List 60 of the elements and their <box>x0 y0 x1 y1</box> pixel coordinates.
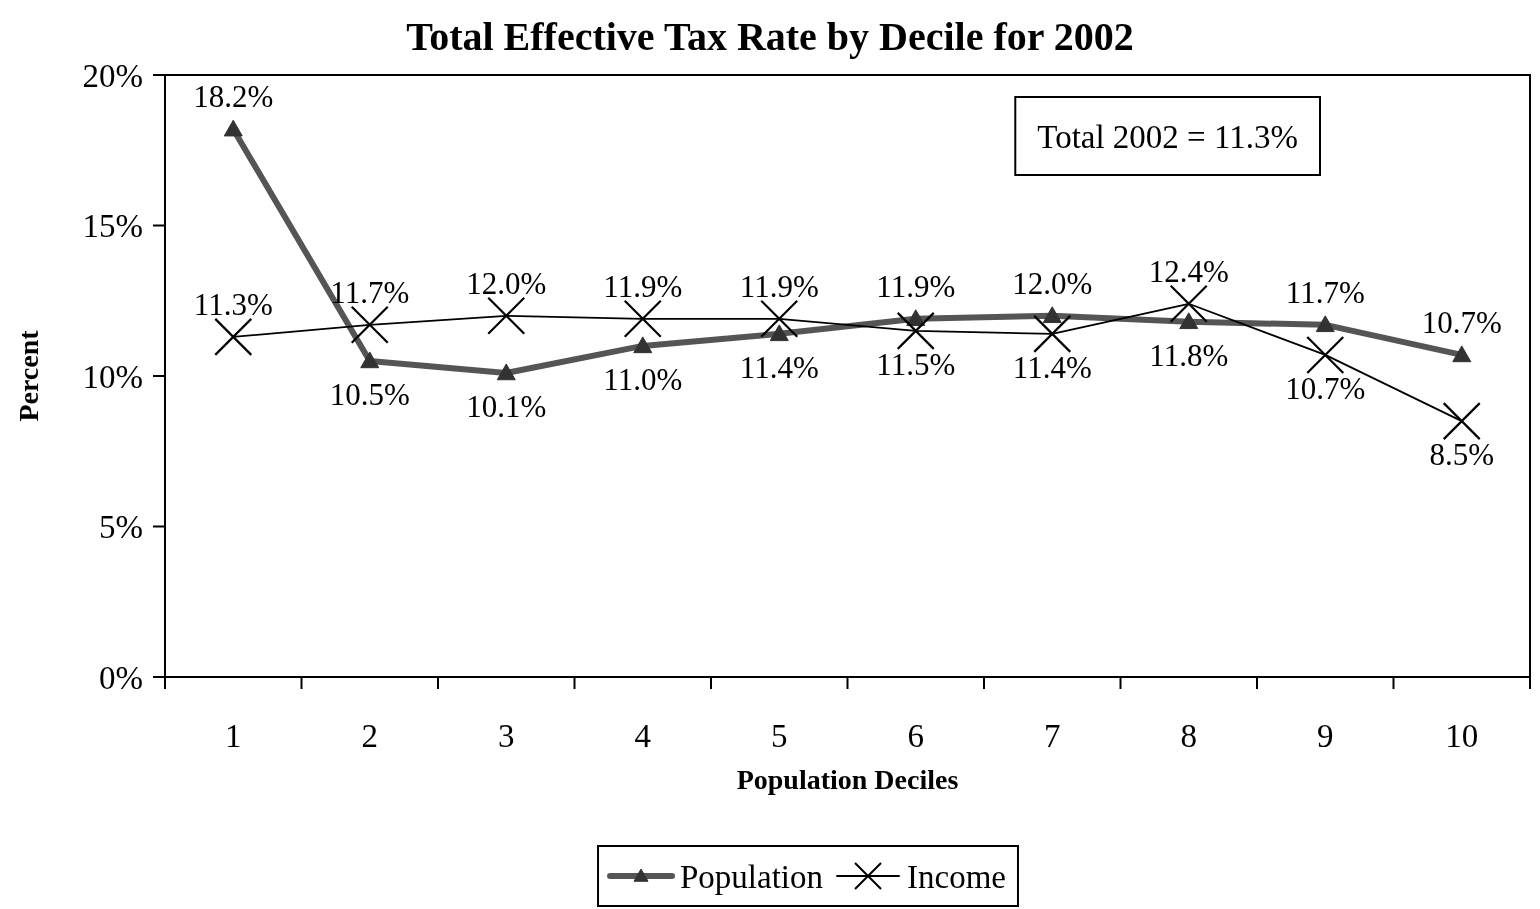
legend-label: Income <box>907 858 1006 895</box>
x-tick-label: 2 <box>361 718 378 754</box>
data-label: 11.9% <box>603 268 683 304</box>
point <box>1169 284 1208 323</box>
data-label: 12.0% <box>466 265 547 301</box>
x-tick-label: 6 <box>907 718 924 754</box>
point <box>1306 335 1345 375</box>
point <box>1033 314 1072 353</box>
legend-label: Population <box>680 858 824 895</box>
point <box>214 317 253 356</box>
data-label: 11.7% <box>1285 274 1365 310</box>
y-tick-label: 0% <box>99 659 143 696</box>
data-label: 11.4% <box>739 349 819 385</box>
point <box>1442 402 1481 441</box>
data-label: 12.4% <box>1148 253 1229 289</box>
y-axis-title: Percent <box>13 329 44 422</box>
point <box>496 363 516 381</box>
data-label: 10.7% <box>1285 370 1366 406</box>
data-label: 18.2% <box>193 79 274 115</box>
x-tick-label: 10 <box>1445 718 1479 754</box>
data-label: 11.8% <box>1149 337 1229 373</box>
data-label: 8.5% <box>1429 437 1495 473</box>
data-label: 10.5% <box>329 376 410 412</box>
data-label: 11.0% <box>603 361 683 397</box>
x-tick-label: 5 <box>771 718 788 754</box>
x-tick-label: 3 <box>498 718 515 754</box>
y-tick-label: 20% <box>82 57 143 94</box>
y-tick-label: 15% <box>82 208 143 245</box>
data-label: 11.7% <box>330 274 410 310</box>
point <box>1452 345 1472 363</box>
chart-title: Total Effective Tax Rate by Decile for 2002 <box>406 14 1134 59</box>
data-label: 11.4% <box>1012 349 1092 385</box>
y-tick-label: 5% <box>99 509 143 546</box>
x-tick-label: 4 <box>634 718 651 754</box>
point <box>360 351 380 369</box>
point <box>1042 306 1062 324</box>
x-tick-label: 8 <box>1180 718 1197 754</box>
data-label: 10.7% <box>1421 304 1502 340</box>
point <box>633 336 653 354</box>
point <box>896 311 935 350</box>
data-label: 11.9% <box>876 268 956 304</box>
x-axis-title: Population Deciles <box>736 764 959 795</box>
y-tick-label: 10% <box>82 358 143 395</box>
point <box>769 324 789 342</box>
point <box>223 119 243 137</box>
data-label: 11.3% <box>193 286 273 322</box>
data-label: 11.9% <box>739 268 819 304</box>
point <box>1315 315 1335 333</box>
point <box>760 299 799 338</box>
x-tick-label: 7 <box>1044 718 1061 754</box>
x-tick-label: 1 <box>225 718 242 754</box>
point <box>487 296 526 335</box>
x-tick-label: 9 <box>1317 718 1334 754</box>
annotation: Total 2002 = 11.3% <box>1037 118 1299 155</box>
point <box>350 305 389 344</box>
point <box>1179 312 1199 330</box>
data-label: 10.1% <box>466 388 547 424</box>
point <box>623 299 662 338</box>
data-label: 11.5% <box>876 346 956 382</box>
data-label: 12.0% <box>1012 265 1093 301</box>
